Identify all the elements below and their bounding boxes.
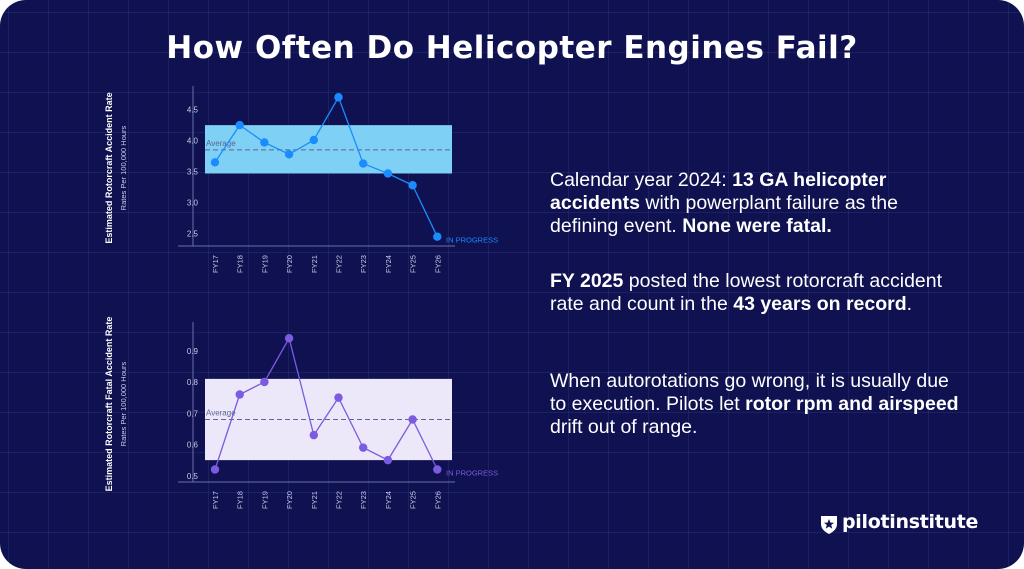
data-point xyxy=(433,465,442,474)
x-tick-label: FY23 xyxy=(359,491,368,509)
y-tick-label: 0.7 xyxy=(187,409,199,418)
data-point xyxy=(408,181,417,190)
data-point xyxy=(210,158,220,167)
star-shield-icon xyxy=(821,516,837,534)
page-title: How Often Do Helicopter Engines Fail? xyxy=(166,30,858,66)
data-point xyxy=(383,169,393,178)
fact-1-text-a: Calendar year 2024: xyxy=(550,169,733,191)
x-tick-label: FY23 xyxy=(359,255,368,273)
y-tick-label: 2.5 xyxy=(187,230,199,239)
data-point xyxy=(260,138,269,147)
y-tick-label: 3.0 xyxy=(187,199,199,208)
x-tick-label: FY18 xyxy=(236,491,245,509)
average-label: Average xyxy=(206,409,236,418)
x-tick-label: FY21 xyxy=(310,491,319,509)
fact-2-bold-a: FY 2025 xyxy=(550,270,624,292)
y-axis-label: Estimated Rotorcraft Accident Rate xyxy=(104,92,114,243)
fact-1-bold-a: 13 GA helicopter accidents xyxy=(550,169,887,214)
fact-3-bold-a: rotor rpm and airspeed xyxy=(745,393,959,415)
y-tick-label: 4.0 xyxy=(187,137,199,146)
data-point xyxy=(309,430,318,440)
fact-calendar-2024: Calendar year 2024: 13 GA helicopter acc… xyxy=(550,169,970,238)
fatal-accident-rate-chart-svg: Average 0.5 0.6 0.7 0.8 0.9 FY17 FY18 FY19 FY20 FY… xyxy=(104,317,498,509)
x-tick-label: FY19 xyxy=(260,491,269,509)
data-point xyxy=(309,135,318,145)
in-progress-label: IN PROGRESS xyxy=(446,236,498,245)
pilotinstitute-logo: pilotinstitute xyxy=(818,510,988,538)
fact-autorotations: When autorotations go wrong, it is usual… xyxy=(550,370,970,439)
logo-text: pilotinstitute xyxy=(842,511,979,533)
fact-fy2025: FY 2025 posted the lowest rotorcraft acc… xyxy=(550,270,970,316)
x-tick-label: FY24 xyxy=(384,491,393,509)
data-point xyxy=(235,390,244,399)
data-point xyxy=(235,120,244,130)
data-point xyxy=(408,415,417,424)
x-tick-label: FY19 xyxy=(260,255,269,273)
x-tick-label: FY17 xyxy=(211,255,220,273)
y-tick-label: 4.5 xyxy=(187,106,199,115)
data-point xyxy=(359,443,368,452)
accident-rate-chart: Average 2.5 3.0 3.5 4.0 4.5 FY17 FY18 FY19 FY20 FY… xyxy=(0,78,520,288)
y-tick-label: 0.6 xyxy=(187,441,199,450)
x-tick-label: FY17 xyxy=(211,491,220,509)
x-tick-label: FY20 xyxy=(285,491,294,509)
series-line xyxy=(214,336,438,470)
x-tick-label: FY25 xyxy=(409,491,418,509)
in-progress-label: IN PROGRESS xyxy=(446,469,498,478)
y-axis-label: Estimated Rotorcraft Fatal Accident Rate xyxy=(104,317,114,492)
accident-rate-chart-svg: Average 2.5 3.0 3.5 4.0 4.5 FY17 FY18 FY19 FY20 FY… xyxy=(104,86,498,273)
y-axis-sublabel: Rates Per 100,000 Hours xyxy=(119,125,128,210)
fact-1-text-b: with powerplant failure as the defining … xyxy=(550,192,898,237)
x-tick-label: FY18 xyxy=(236,255,245,273)
data-point xyxy=(284,150,294,159)
average-label: Average xyxy=(206,139,236,148)
data-point xyxy=(334,93,343,102)
fact-3-text-b: drift out of range. xyxy=(550,416,698,438)
x-tick-label: FY22 xyxy=(335,491,344,509)
x-tick-label: FY26 xyxy=(433,491,442,509)
y-tick-label: 0.8 xyxy=(187,378,199,387)
x-tick-label: FY21 xyxy=(310,255,319,273)
x-tick-label: FY24 xyxy=(384,255,393,273)
x-tick-label: FY20 xyxy=(285,255,294,273)
fact-3-text-a: When autorotations go wrong, it is usual… xyxy=(550,370,949,415)
data-point xyxy=(260,377,269,387)
data-point xyxy=(334,393,343,402)
y-axis-sublabel: Rates Per 100,000 Hours xyxy=(119,361,128,446)
data-point xyxy=(433,232,442,241)
fact-2-bold-b: 43 years on record xyxy=(733,293,907,315)
y-tick-label: 0.5 xyxy=(187,472,199,481)
x-tick-label: FY26 xyxy=(433,255,442,273)
series-line xyxy=(214,95,438,237)
fact-1-bold-b: None were fatal. xyxy=(682,215,832,237)
y-tick-label: 0.9 xyxy=(187,347,199,356)
y-tick-label: 3.5 xyxy=(187,168,199,177)
data-point xyxy=(210,465,220,474)
x-tick-label: FY22 xyxy=(335,255,344,273)
x-tick-label: FY25 xyxy=(409,255,418,273)
data-point xyxy=(284,334,294,343)
fact-2-text-a: posted the lowest rotorcraft accident ra… xyxy=(550,270,943,315)
average-range-band xyxy=(205,125,452,174)
fatal-accident-rate-chart: Average 0.5 0.6 0.7 0.8 0.9 FY17 FY18 FY19 FY20 FY… xyxy=(0,314,520,524)
data-point xyxy=(359,159,368,168)
fact-2-text-b: . xyxy=(906,293,913,315)
data-point xyxy=(383,455,393,465)
